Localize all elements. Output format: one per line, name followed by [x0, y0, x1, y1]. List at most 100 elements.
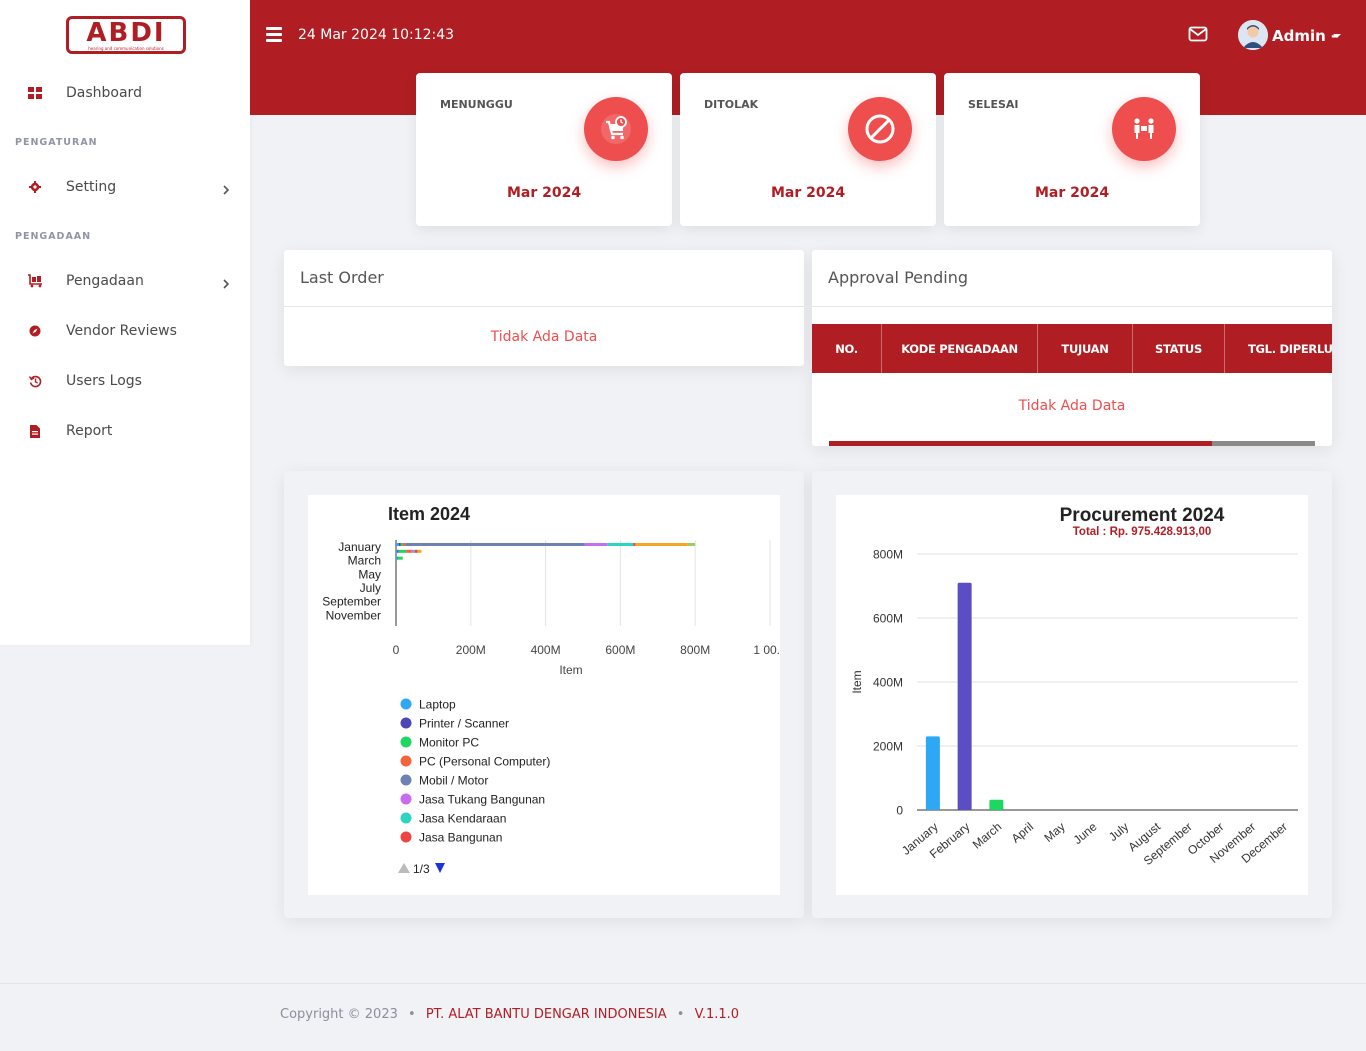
- bar-segment: [397, 556, 403, 560]
- x-axis-title: Item: [559, 663, 582, 677]
- logo-box: ABDI hearing and communication solutions: [66, 16, 186, 54]
- empty-state-text: Tidak Ada Data: [1018, 398, 1126, 414]
- item-chart-panel: Item 2024 0 200M 400M 600M 800M 1 00... Item Jan…: [284, 471, 804, 918]
- bar-segment: [396, 549, 398, 553]
- bar-segment: [584, 543, 608, 546]
- bar-segment: [687, 543, 696, 546]
- bar: [925, 736, 940, 810]
- section-heading-pengadaan: PENGADAAN: [15, 231, 92, 242]
- scrollbar-thumb[interactable]: [829, 441, 1212, 446]
- bar-segment: [607, 543, 634, 546]
- delivery-icon: [1112, 97, 1176, 161]
- bar-segment: [396, 543, 399, 546]
- chart-title: Procurement 2024: [1060, 505, 1225, 526]
- ban-icon: [848, 97, 912, 161]
- stat-title: SELESAI: [968, 98, 1019, 111]
- sidebar-item-pengadaan[interactable]: Pengadaan: [0, 261, 250, 301]
- procurement-chart-area: Procurement 2024 Total : Rp. 975.428.913,…: [836, 495, 1308, 895]
- logo-subtitle: hearing and communication solutions: [88, 46, 164, 51]
- user-menu-toggle[interactable]: Admin -: [1272, 27, 1338, 45]
- section-heading-pengaturan: PENGATURAN: [15, 137, 98, 148]
- sidebar-item-label: Users Logs: [66, 373, 142, 389]
- sidebar-item-setting[interactable]: Setting: [0, 167, 250, 207]
- y-tick-label: 600M: [873, 612, 903, 626]
- bar-segment: [396, 556, 398, 560]
- y-tick-label: 800M: [873, 548, 903, 562]
- bar-segment: [400, 543, 403, 546]
- stat-date: Mar 2024: [506, 185, 582, 201]
- legend-label: Jasa Bangunan: [419, 831, 502, 845]
- company-link[interactable]: PT. ALAT BANTU DENGAR INDONESIA: [425, 1007, 667, 1022]
- column-header-kode-pengadaan[interactable]: KODE PENGADAAN: [882, 324, 1038, 373]
- bar-segment: [414, 549, 418, 553]
- chart-subtitle: Total : Rp. 975.428.913,00: [1073, 526, 1212, 538]
- x-tick-label: 400M: [531, 643, 561, 657]
- sidebar-item-dashboard[interactable]: Dashboard: [0, 73, 250, 113]
- current-datetime: 24 Mar 2024 10:12:43: [298, 27, 455, 43]
- item-chart-area: Item 2024 0 200M 400M 600M 800M 1 00... Item Jan…: [308, 495, 787, 895]
- legend-label: Jasa Tukang Bangunan: [419, 793, 545, 807]
- mail-icon[interactable]: [1188, 26, 1208, 42]
- legend-next-page-icon: [435, 863, 445, 873]
- legend-swatch: [400, 812, 412, 824]
- stat-card-menunggu: MENUNGGU Mar 2024: [416, 73, 672, 226]
- x-tick-label: April: [1009, 820, 1036, 846]
- x-tick-label: 800M: [680, 643, 710, 657]
- column-header-tgl-diperlukan[interactable]: TGL. DIPERLUKAN: [1225, 324, 1332, 373]
- chart-title: Item 2024: [388, 504, 470, 524]
- y-tick-label: May: [358, 567, 381, 581]
- bar-segment: [397, 549, 399, 553]
- legend-swatch: [400, 698, 412, 710]
- horizontal-scrollbar[interactable]: [829, 441, 1315, 446]
- footer: Copyright © 2023 • PT. ALAT BANTU DENGAR…: [0, 983, 1366, 1051]
- legend-label: Mobil / Motor: [419, 774, 488, 788]
- x-tick-label: 600M: [605, 643, 635, 657]
- divider: [812, 306, 1332, 307]
- bar-segment: [402, 543, 406, 546]
- file-text-icon: [27, 423, 43, 439]
- avatar[interactable]: [1238, 20, 1268, 50]
- sidebar-item-label: Vendor Reviews: [66, 323, 177, 339]
- sidebar-item-report[interactable]: Report: [0, 411, 250, 451]
- column-header-no[interactable]: NO.: [812, 324, 882, 373]
- bar-segment: [398, 549, 407, 553]
- x-tick-label: 0: [393, 643, 400, 657]
- empty-state-text: Tidak Ada Data: [490, 329, 598, 345]
- caret-down-icon: [1333, 34, 1341, 38]
- stat-title: DITOLAK: [704, 98, 759, 111]
- y-tick-label: 400M: [873, 676, 903, 690]
- sidebar: ABDI hearing and communication solutions…: [0, 0, 250, 645]
- bar-segment: [413, 549, 415, 553]
- stat-date: Mar 2024: [770, 185, 846, 201]
- legend-label: Laptop: [419, 698, 456, 712]
- brand-logo[interactable]: ABDI hearing and communication solutions: [66, 16, 186, 54]
- column-header-tujuan[interactable]: TUJUAN: [1038, 324, 1133, 373]
- column-header-status[interactable]: STATUS: [1133, 324, 1225, 373]
- procurement-chart-panel: Procurement 2024 Total : Rp. 975.428.913,…: [812, 471, 1332, 918]
- sidebar-item-label: Pengadaan: [66, 273, 144, 289]
- legend-swatch: [400, 793, 412, 805]
- bar: [957, 582, 972, 810]
- divider: [284, 306, 804, 307]
- table-header: NO. KODE PENGADAAN TUJUAN STATUS TGL. DI…: [812, 324, 1332, 373]
- y-tick-label: November: [326, 608, 381, 622]
- bar-segment: [417, 549, 422, 553]
- legend-swatch: [400, 736, 412, 748]
- y-tick-label: September: [322, 595, 381, 609]
- sidebar-item-vendor-reviews[interactable]: Vendor Reviews: [0, 311, 250, 351]
- item-chart: Item 2024 0 200M 400M 600M 800M 1 00... Item Jan…: [322, 504, 786, 876]
- hamburger-menu-icon[interactable]: [266, 27, 282, 43]
- approval-pending-panel: Approval Pending NO. KODE PENGADAAN TUJU…: [812, 250, 1332, 446]
- gear-icon: [27, 179, 43, 195]
- last-order-panel: Last Order Tidak Ada Data: [284, 250, 804, 366]
- stat-card-ditolak: DITOLAK Mar 2024: [680, 73, 936, 226]
- panel-title: Approval Pending: [828, 268, 969, 287]
- cart-flatbed-icon: [27, 273, 43, 289]
- legend-swatch: [400, 755, 412, 767]
- bar-segment: [635, 543, 688, 546]
- bar-segment: [411, 549, 414, 553]
- legend-label: Printer / Scanner: [419, 717, 509, 731]
- y-tick-label: 200M: [873, 740, 903, 754]
- y-axis-title: Item: [850, 670, 864, 693]
- sidebar-item-users-logs[interactable]: Users Logs: [0, 361, 250, 401]
